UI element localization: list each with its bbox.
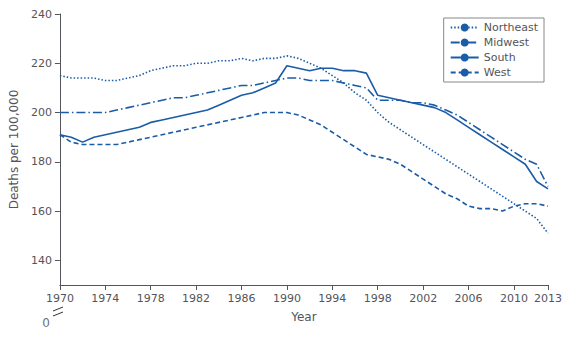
svg-text:Northeast: Northeast xyxy=(484,21,539,34)
svg-text:160: 160 xyxy=(31,205,52,218)
svg-text:1990: 1990 xyxy=(273,292,301,305)
svg-text:1994: 1994 xyxy=(318,292,346,305)
svg-text:2013: 2013 xyxy=(534,292,562,305)
svg-text:1986: 1986 xyxy=(228,292,256,305)
svg-text:140: 140 xyxy=(31,254,52,267)
svg-text:200: 200 xyxy=(31,106,52,119)
svg-text:220: 220 xyxy=(31,57,52,70)
svg-text:1982: 1982 xyxy=(182,292,210,305)
svg-text:240: 240 xyxy=(31,8,52,21)
svg-text:2002: 2002 xyxy=(409,292,437,305)
svg-text:1998: 1998 xyxy=(364,292,392,305)
svg-text:Midwest: Midwest xyxy=(484,36,530,49)
svg-text:1970: 1970 xyxy=(46,292,74,305)
svg-text:0: 0 xyxy=(42,316,50,330)
svg-text:Year: Year xyxy=(290,310,316,324)
svg-text:2010: 2010 xyxy=(500,292,528,305)
svg-text:1978: 1978 xyxy=(137,292,165,305)
svg-text:1974: 1974 xyxy=(91,292,119,305)
svg-text:2006: 2006 xyxy=(455,292,483,305)
svg-text:West: West xyxy=(484,66,512,79)
svg-text:South: South xyxy=(484,51,516,64)
svg-text:Deaths per 100,000: Deaths per 100,000 xyxy=(7,90,21,210)
svg-text:180: 180 xyxy=(31,155,52,168)
